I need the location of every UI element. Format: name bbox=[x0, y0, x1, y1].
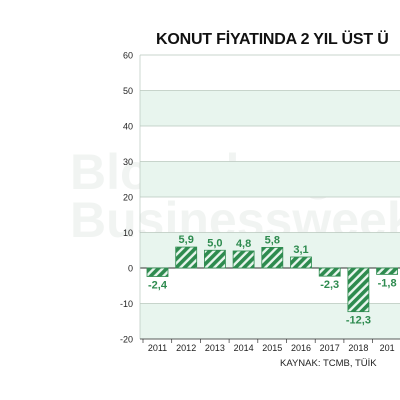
bar-2014 bbox=[232, 250, 255, 269]
y-tick-label: 0 bbox=[128, 264, 133, 274]
chart-title: KONUT FİYATINDA 2 YIL ÜST Ü bbox=[156, 31, 389, 48]
source-text: KAYNAK: TCMB, TÜİK bbox=[280, 358, 377, 369]
data-label-2013: 5,0 bbox=[207, 237, 222, 249]
y-tick-label: 30 bbox=[123, 157, 133, 167]
y-tick-label: 10 bbox=[123, 228, 133, 238]
x-tick-label-2011: 2011 bbox=[148, 343, 167, 353]
x-tick-label-2016: 2016 bbox=[291, 343, 311, 353]
y-axis-ticks: -20 -10 0 10 20 30 40 50 60 bbox=[120, 51, 133, 345]
bar-2013 bbox=[203, 249, 226, 269]
x-tick-label-2013: 2013 bbox=[205, 343, 225, 353]
data-label-2016: 3,1 bbox=[293, 244, 308, 256]
data-label-2014: 4,8 bbox=[236, 238, 251, 250]
y-tick-label: 20 bbox=[123, 193, 133, 203]
bar-2018 bbox=[347, 267, 370, 313]
data-label-2018: -12,3 bbox=[346, 315, 371, 327]
bar-2011 bbox=[146, 267, 169, 277]
bar-2019 bbox=[376, 267, 399, 275]
x-tick-label-2018: 2018 bbox=[348, 343, 368, 353]
data-label-2019: -1,8 bbox=[378, 277, 397, 289]
x-tick-label-2014: 2014 bbox=[234, 343, 254, 353]
y-tick-label: 50 bbox=[123, 86, 133, 96]
x-tick-label-2017: 2017 bbox=[320, 343, 340, 353]
x-axis: 2011 2012 2013 2014 2015 2016 2017 2018 201 bbox=[140, 338, 400, 353]
bars bbox=[146, 246, 399, 313]
x-tick-label-2019: 201 bbox=[380, 343, 395, 353]
bar-2017 bbox=[318, 267, 341, 277]
bar-2016 bbox=[290, 256, 312, 269]
data-label-2012: 5,9 bbox=[179, 234, 194, 246]
y-tick-label: -10 bbox=[120, 299, 133, 309]
x-tick-label-2012: 2012 bbox=[176, 343, 196, 353]
data-label-2017: -2,3 bbox=[320, 279, 339, 291]
bar-2012 bbox=[175, 246, 198, 269]
plot-band-4 bbox=[140, 161, 400, 197]
y-tick-label: -20 bbox=[120, 335, 133, 345]
plot-band-6 bbox=[140, 90, 400, 126]
y-tick-label: 60 bbox=[123, 51, 133, 61]
bar-2015 bbox=[261, 247, 284, 269]
data-label-2015: 5,8 bbox=[265, 234, 280, 246]
data-labels: -2,4 5,9 5,0 4,8 5,8 3,1 -2,3 -12,3 -1,8 bbox=[148, 234, 397, 327]
x-tick-label-2015: 2015 bbox=[262, 343, 282, 353]
data-label-2011: -2,4 bbox=[148, 280, 168, 292]
y-tick-label: 40 bbox=[123, 122, 133, 132]
